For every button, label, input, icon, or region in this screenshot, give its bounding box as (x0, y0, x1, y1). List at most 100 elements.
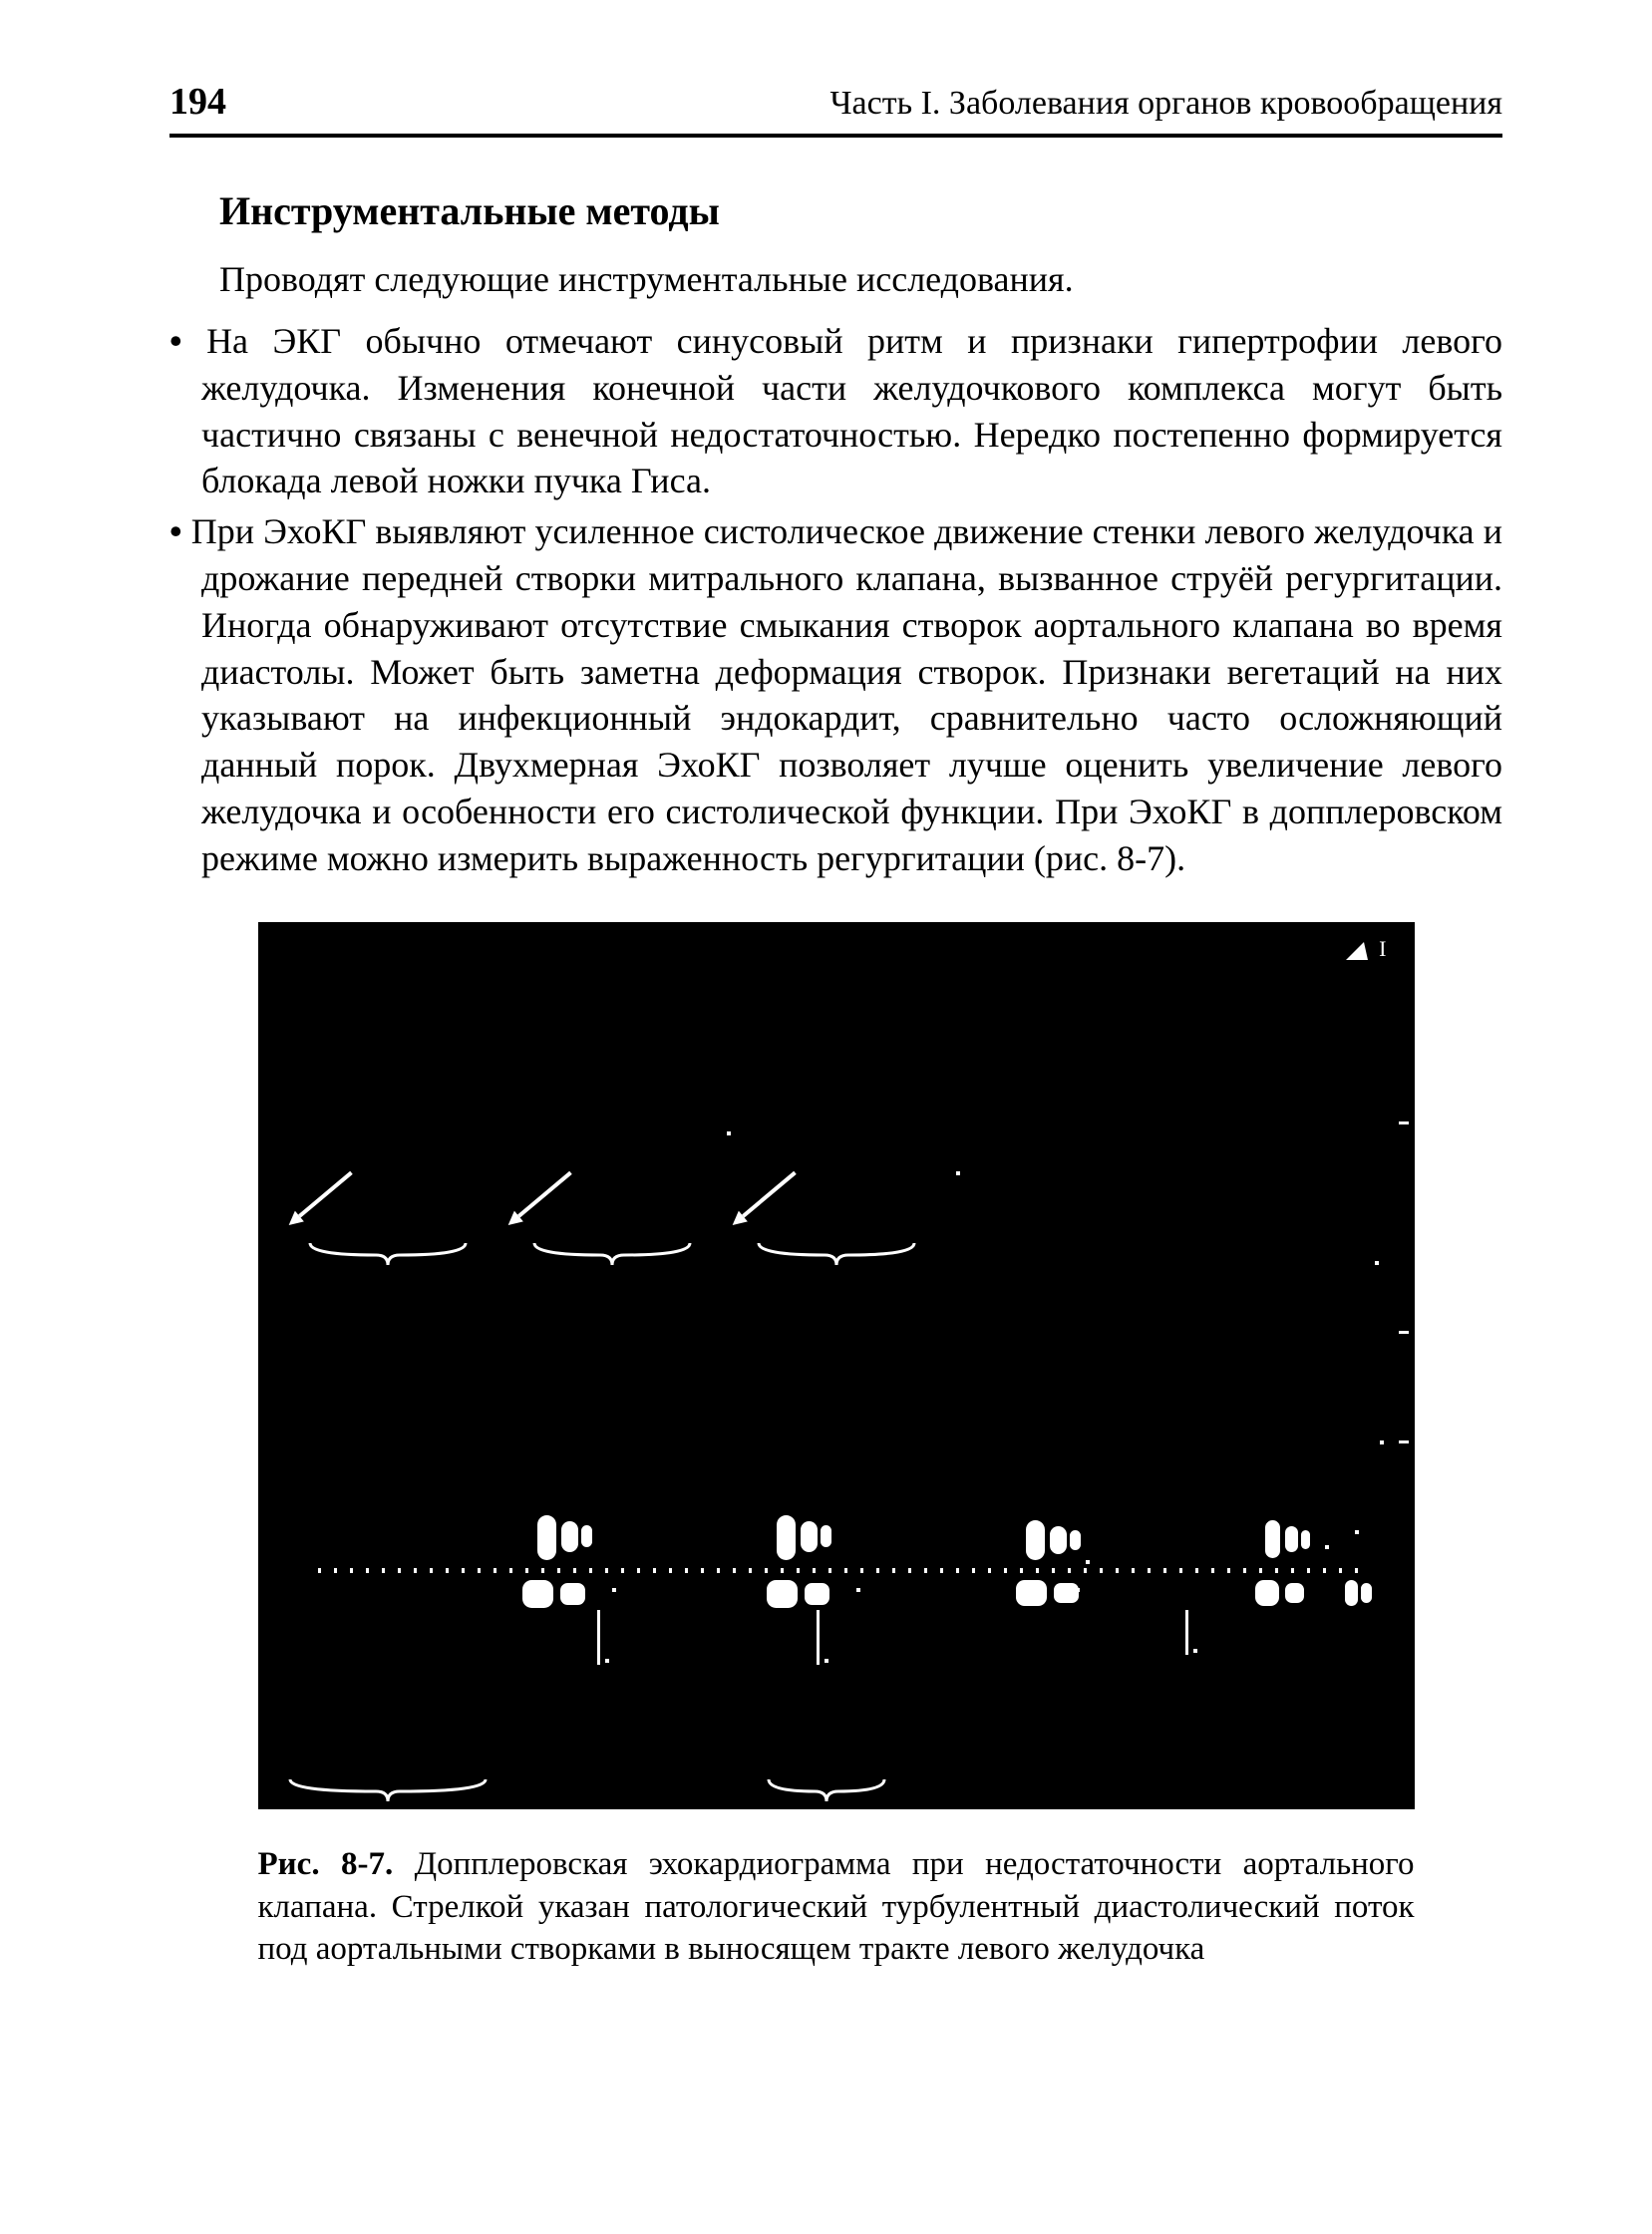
timeline-tick (844, 1568, 847, 1573)
list-item: При ЭхоКГ выявляют усиленное систолическ… (169, 508, 1502, 881)
signal-blob (1285, 1583, 1304, 1604)
timeline-tick (1116, 1568, 1119, 1573)
timeline-tick (685, 1568, 688, 1573)
timeline-tick (1036, 1568, 1039, 1573)
speckle (727, 1131, 731, 1135)
timeline-tick (334, 1568, 337, 1573)
speckle (1193, 1649, 1197, 1653)
brace-icon (532, 1241, 692, 1272)
arrow-icon (726, 1163, 803, 1232)
timeline-tick (988, 1568, 991, 1573)
timeline-tick (557, 1568, 560, 1573)
timeline-tick (350, 1568, 353, 1573)
signal-blob (1345, 1580, 1359, 1606)
section-title: Инструментальные методы (219, 187, 1502, 234)
signal-blob (1285, 1526, 1299, 1553)
timeline-tick (1307, 1568, 1310, 1573)
timeline-tick (1100, 1568, 1103, 1573)
timeline-tick (1211, 1568, 1214, 1573)
arrow-icon (501, 1163, 578, 1232)
signal-blob (561, 1521, 578, 1553)
timeline-tick (653, 1568, 656, 1573)
timeline-tick (860, 1568, 863, 1573)
speckle (956, 1171, 960, 1175)
timeline-tick (446, 1568, 449, 1573)
timeline-tick (733, 1568, 736, 1573)
scale-tick (1399, 1440, 1409, 1443)
timeline-tick (1275, 1568, 1278, 1573)
intro-paragraph: Проводят следующие инструментальные иссл… (169, 256, 1502, 302)
drip-bar (1185, 1610, 1188, 1655)
timeline-tick (398, 1568, 401, 1573)
timeline-tick (366, 1568, 369, 1573)
signal-blob (1050, 1526, 1067, 1554)
timeline-tick (908, 1568, 911, 1573)
timeline-tick (1132, 1568, 1135, 1573)
arrow-icon (282, 1163, 359, 1232)
timeline-tick (382, 1568, 385, 1573)
list-item: На ЭКГ обычно отмечают синусовый ритм и … (169, 318, 1502, 504)
drip-bar (597, 1610, 600, 1665)
timeline-tick (414, 1568, 417, 1573)
timeline-tick (956, 1568, 959, 1573)
signal-blob (1054, 1583, 1079, 1604)
running-head: Часть I. Заболевания органов кровообраще… (829, 85, 1502, 123)
signal-blob (801, 1521, 818, 1553)
timeline-tick (717, 1568, 720, 1573)
timeline-tick (1323, 1568, 1326, 1573)
page: 194 Часть I. Заболевания органов кровооб… (0, 0, 1652, 2234)
timeline-tick (1148, 1568, 1151, 1573)
brace-icon (308, 1241, 468, 1272)
timeline-tick (1227, 1568, 1230, 1573)
timeline-tick (1259, 1568, 1262, 1573)
timeline-tick (509, 1568, 512, 1573)
timeline-tick (1179, 1568, 1182, 1573)
signal-blob (581, 1525, 592, 1548)
timeline-tick (637, 1568, 640, 1573)
timeline-tick (781, 1568, 784, 1573)
speckle (1086, 1560, 1090, 1564)
signal-blob (777, 1515, 796, 1560)
timeline-tick (573, 1568, 576, 1573)
signal-blob (1361, 1583, 1372, 1604)
speckle (1076, 1588, 1080, 1592)
speckle (1380, 1440, 1384, 1444)
timeline-tick (589, 1568, 592, 1573)
timeline-tick (1355, 1568, 1358, 1573)
signal-blob (1255, 1580, 1280, 1606)
brace-icon (767, 1777, 886, 1808)
figure-caption: Рис. 8-7. Допплеровская эхокардиограмма … (258, 1843, 1415, 1972)
signal-blob (767, 1580, 799, 1608)
timeline-tick (318, 1568, 321, 1573)
signal-blob (1026, 1520, 1045, 1560)
timeline-tick (972, 1568, 975, 1573)
timeline-tick (525, 1568, 528, 1573)
speckle (856, 1588, 860, 1592)
speckle (1325, 1545, 1329, 1549)
corner-label: I (1379, 936, 1392, 961)
timeline-tick (1084, 1568, 1087, 1573)
timeline-tick (749, 1568, 752, 1573)
timeline-tick (430, 1568, 433, 1573)
signal-blob (1070, 1530, 1081, 1550)
caption-lead: Рис. 8-7. (258, 1846, 394, 1882)
signal-blob (560, 1583, 585, 1605)
timeline-tick (669, 1568, 672, 1573)
corner-marker: I (1346, 936, 1393, 962)
timeline-tick (701, 1568, 704, 1573)
timeline-tick (478, 1568, 481, 1573)
echocardiogram-image: I (258, 922, 1415, 1809)
speckle (1375, 1261, 1379, 1265)
timeline-tick (924, 1568, 927, 1573)
timeline-tick (828, 1568, 831, 1573)
timeline-tick (1339, 1568, 1342, 1573)
timeline-tick (765, 1568, 768, 1573)
timeline-tick (876, 1568, 879, 1573)
timeline-tick (813, 1568, 816, 1573)
signal-blob (1301, 1530, 1310, 1549)
scale-tick (1399, 1121, 1409, 1124)
caption-text: Допплеровская эхокардиограмма при недост… (258, 1846, 1415, 1968)
timeline-tick (1195, 1568, 1198, 1573)
page-header: 194 Часть I. Заболевания органов кровооб… (169, 80, 1502, 138)
speckle (612, 1588, 616, 1592)
